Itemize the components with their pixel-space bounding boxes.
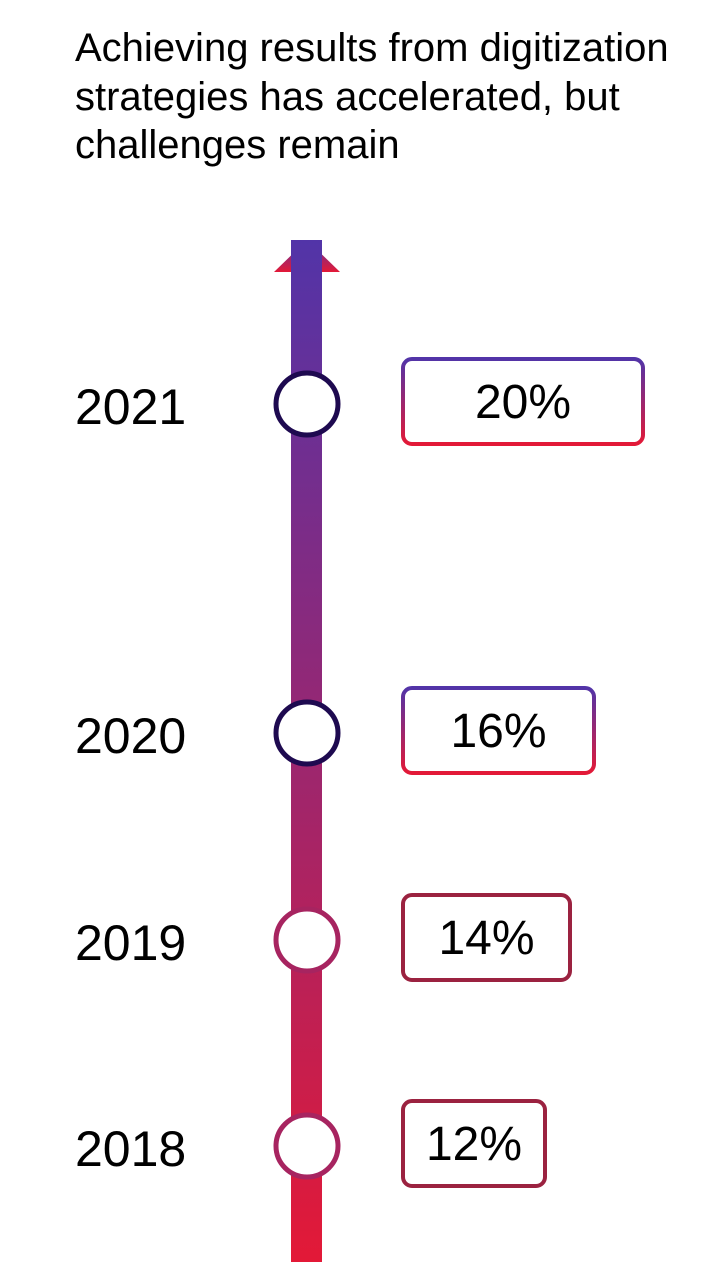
timeline-marker-2018 xyxy=(273,1112,341,1180)
timeline-marker-2021 xyxy=(273,370,341,438)
value-box-2021 xyxy=(401,357,645,446)
value-box-2020 xyxy=(401,686,596,775)
year-label: 2018 xyxy=(75,1121,187,1177)
year-label: 2019 xyxy=(75,915,187,971)
timeline-marker-2019 xyxy=(273,906,341,974)
chart-title: Achieving results from digitization stra… xyxy=(75,26,669,167)
year-label: 2020 xyxy=(75,708,187,764)
timeline-marker-2020 xyxy=(273,699,341,767)
value-label: 16% xyxy=(450,705,547,758)
year-label: 2021 xyxy=(75,379,187,435)
value-box-2019 xyxy=(401,893,572,982)
value-label: 20% xyxy=(474,376,572,429)
value-label: 12% xyxy=(425,1118,523,1171)
value-label: 14% xyxy=(438,912,535,965)
value-box-2018 xyxy=(401,1099,547,1188)
